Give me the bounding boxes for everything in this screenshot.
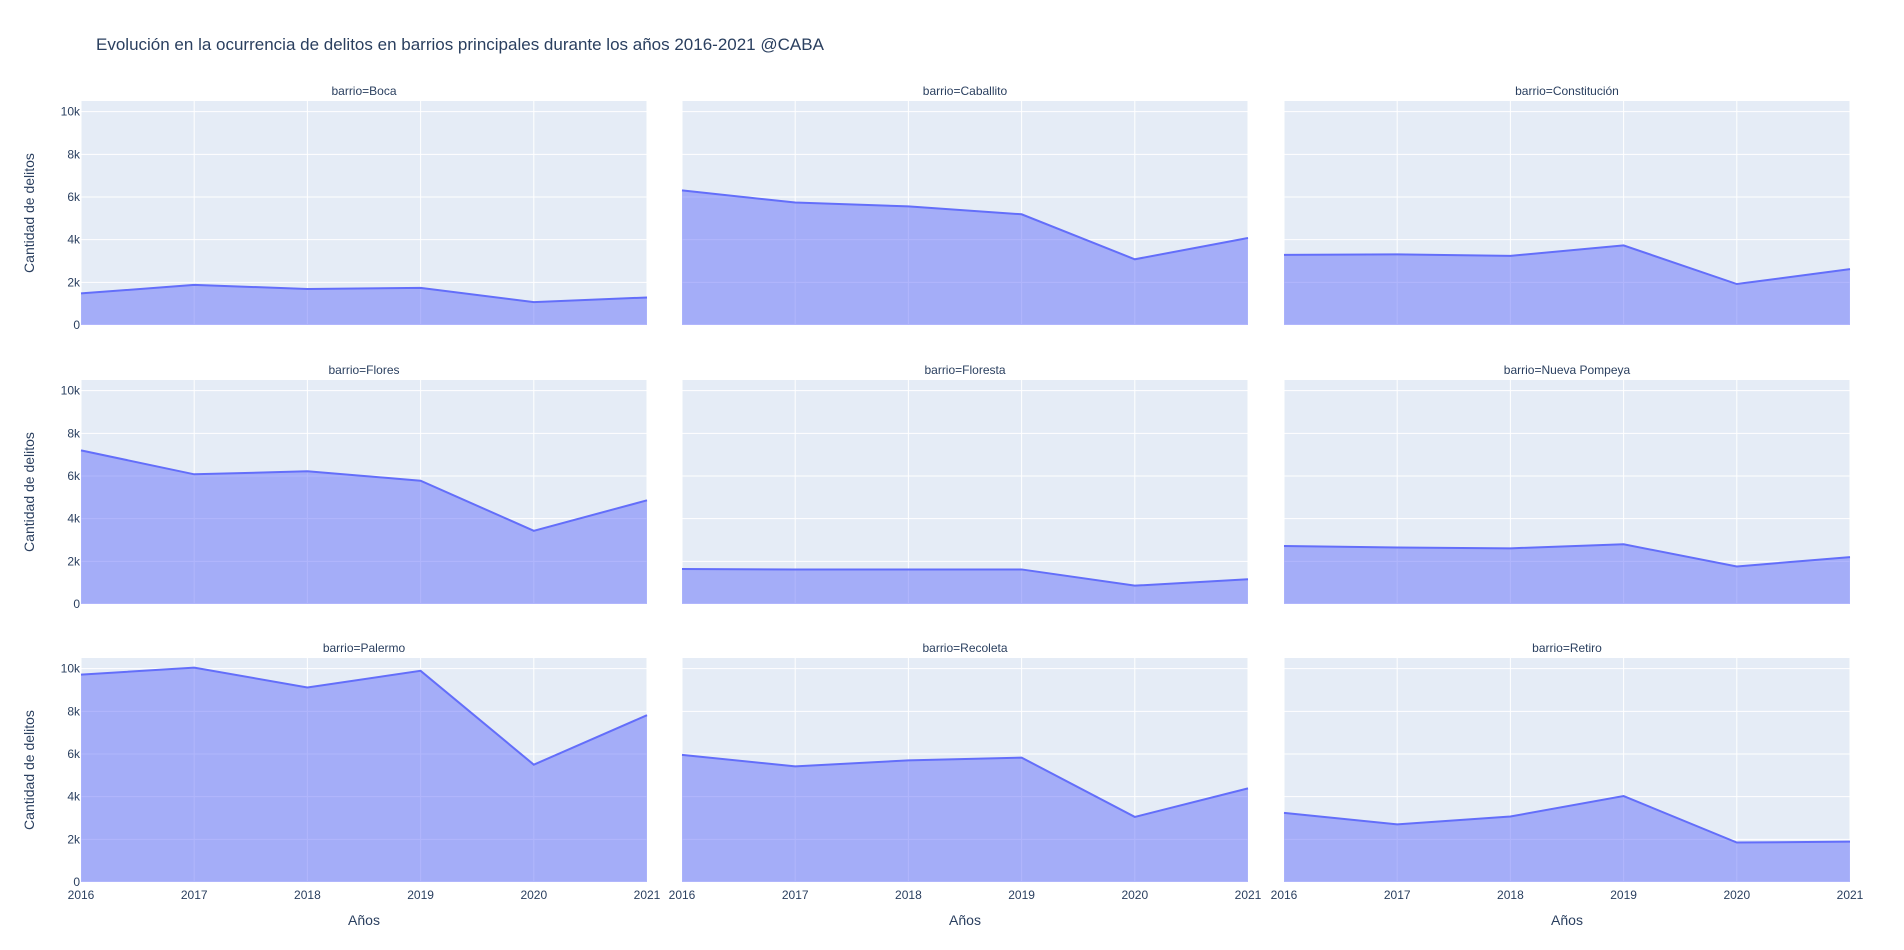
series-line (681, 568, 1249, 587)
y-tick-label: 4k (67, 233, 81, 247)
series-line (681, 189, 1249, 261)
x-tick-label: 2019 (1610, 888, 1637, 902)
series-area (1284, 796, 1850, 882)
series-area (682, 569, 1248, 604)
x-tick-label: 2021 (1235, 888, 1262, 902)
facet-title: barrio=Floresta (924, 363, 1005, 377)
y-tick-label: 6k (67, 190, 81, 204)
facet-title: barrio=Flores (328, 363, 399, 377)
series-line (1283, 244, 1851, 286)
x-tick-label: 2021 (634, 888, 661, 902)
series-area (81, 450, 647, 604)
facet-panel: barrio=Recoleta 2016 2017 2018 2019 2020 2021 A… (669, 641, 1262, 928)
x-axis-title: Años (1551, 912, 1583, 928)
y-tick-label: 4k (67, 790, 81, 804)
facet-panel: barrio=Nueva Pompeya (1283, 363, 1851, 605)
series-line (1283, 794, 1851, 844)
y-tick-label: 10k (61, 105, 81, 119)
y-tick-label: 0 (73, 318, 80, 332)
facet-title: barrio=Constitución (1515, 84, 1619, 98)
y-tick-label: 10k (61, 662, 81, 676)
x-tick-label: 2018 (1497, 888, 1524, 902)
y-tick-label: 8k (67, 426, 81, 440)
facet-title: barrio=Caballito (923, 84, 1008, 98)
x-tick-label: 2019 (1008, 888, 1035, 902)
y-axis-title: Cantidad de delitos (21, 432, 37, 552)
x-tick-label: 2016 (1271, 888, 1298, 902)
facet-title: barrio=Retiro (1532, 641, 1602, 655)
series-area (81, 284, 647, 325)
facet-panel: barrio=Palermo 0 2k 4k 6k 8k 10k Cantidad de de… (21, 641, 661, 928)
y-tick-label: 0 (73, 597, 80, 611)
x-tick-label: 2017 (181, 888, 208, 902)
x-tick-label: 2018 (895, 888, 922, 902)
facet-title: barrio=Boca (331, 84, 396, 98)
x-tick-label: 2020 (520, 888, 547, 902)
facet-panel: barrio=Floresta (681, 363, 1249, 605)
series-area (81, 667, 647, 882)
x-tick-label: 2016 (669, 888, 696, 902)
facet-panel: barrio=Flores 0 2k 4k 6k 8k 10k Cantidad de del… (21, 363, 648, 611)
series-line (681, 753, 1249, 818)
series-line (80, 283, 648, 304)
y-tick-label: 6k (67, 747, 81, 761)
facet-grid: barrio=Boca 0 2k 4k 6k 8k 10k Cantidad de delit… (21, 84, 1864, 928)
x-tick-label: 2020 (1121, 888, 1148, 902)
series-area (1284, 245, 1850, 325)
facet-panel: barrio=Retiro 2016 2017 2018 2019 2020 2021 Año… (1271, 641, 1864, 928)
y-tick-label: 4k (67, 512, 81, 526)
facet-title: barrio=Recoleta (922, 641, 1007, 655)
y-tick-label: 0 (73, 875, 80, 889)
facet-title: barrio=Nueva Pompeya (1504, 363, 1631, 377)
y-tick-label: 8k (67, 704, 81, 718)
plot-background (682, 380, 1248, 604)
y-tick-label: 2k (67, 832, 81, 846)
y-tick-label: 2k (67, 275, 81, 289)
x-tick-label: 2018 (294, 888, 321, 902)
series-area (682, 754, 1248, 882)
y-tick-label: 2k (67, 554, 81, 568)
series-line (1283, 543, 1851, 568)
facet-title: barrio=Palermo (323, 641, 406, 655)
x-tick-label: 2020 (1723, 888, 1750, 902)
x-tick-label: 2017 (1384, 888, 1411, 902)
y-tick-label: 8k (67, 147, 81, 161)
x-tick-label: 2017 (782, 888, 809, 902)
series-line (80, 449, 648, 532)
x-tick-label: 2021 (1837, 888, 1864, 902)
x-axis-title: Años (949, 912, 981, 928)
facet-panel: barrio=Constitución (1283, 84, 1851, 326)
y-axis-title: Cantidad de delitos (21, 710, 37, 830)
y-axis-title: Cantidad de delitos (21, 153, 37, 273)
x-tick-label: 2019 (407, 888, 434, 902)
y-tick-label: 6k (67, 469, 81, 483)
facet-panel: barrio=Boca 0 2k 4k 6k 8k 10k Cantidad de delit… (21, 84, 648, 332)
x-tick-label: 2016 (68, 888, 95, 902)
series-area (1284, 544, 1850, 604)
y-tick-label: 10k (61, 384, 81, 398)
series-area (682, 190, 1248, 325)
series-line (80, 666, 648, 766)
x-axis-title: Años (348, 912, 380, 928)
facet-panel: barrio=Caballito (681, 84, 1249, 326)
chart-title: Evolución en la ocurrencia de delitos en… (96, 35, 825, 54)
